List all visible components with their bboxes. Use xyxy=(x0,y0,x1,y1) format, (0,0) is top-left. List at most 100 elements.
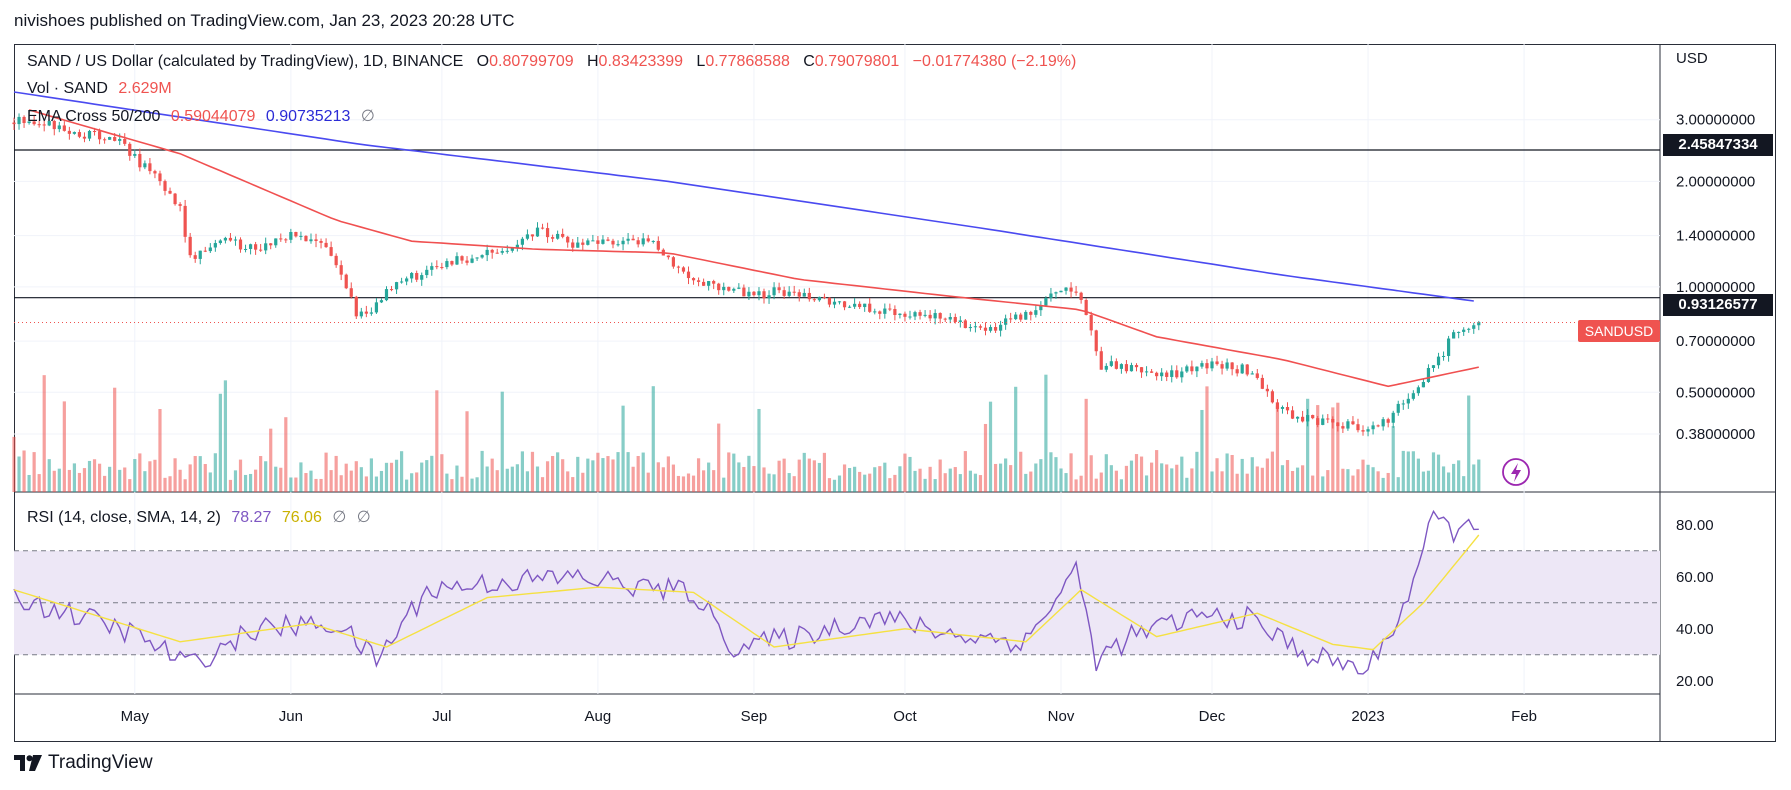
candle-body xyxy=(193,255,197,259)
open-label: O xyxy=(476,53,490,70)
volume-bar xyxy=(571,477,575,492)
candle-body xyxy=(1064,287,1068,291)
volume-bar xyxy=(1361,459,1365,492)
rsi-legend[interactable]: RSI (14, close, SMA, 14, 2) 78.27 76.06 … xyxy=(27,507,371,527)
volume-bar xyxy=(1346,469,1350,492)
volume-bar xyxy=(490,458,494,492)
volume-bar xyxy=(445,473,449,492)
candle-body xyxy=(1205,363,1209,369)
candle-body xyxy=(1155,372,1159,377)
volume-bar xyxy=(133,459,137,492)
candle-body xyxy=(1049,293,1053,299)
volume-bar xyxy=(802,452,806,492)
candle-body xyxy=(938,313,942,319)
volume-bar xyxy=(455,465,459,492)
candle-body xyxy=(118,138,122,141)
volume-bar xyxy=(108,466,112,492)
candle-body xyxy=(1074,291,1078,293)
candle-body xyxy=(183,205,187,237)
high-label: H xyxy=(586,53,599,70)
volume-bar xyxy=(601,458,605,492)
volume-bar xyxy=(47,459,51,492)
candle-body xyxy=(1255,373,1259,378)
volume-bar xyxy=(873,467,877,492)
candle-body xyxy=(571,242,575,248)
volume-bar xyxy=(1326,470,1330,492)
volume-bar xyxy=(1059,468,1063,492)
volume-bar xyxy=(415,472,419,492)
candle-body xyxy=(1180,371,1184,378)
candle-body xyxy=(1134,365,1139,368)
ema50-line xyxy=(28,109,1479,388)
hline-price-tag-1[interactable]: 2.45847334 xyxy=(1663,134,1773,156)
candle-body xyxy=(707,281,711,286)
candles xyxy=(12,113,1481,437)
volume-bar xyxy=(1472,464,1476,492)
volume-bar xyxy=(1139,456,1144,492)
candle-body xyxy=(767,295,771,299)
candle-body xyxy=(284,239,288,241)
footer-brand[interactable]: TradingView xyxy=(14,752,153,774)
ema-legend[interactable]: EMA Cross 50/200 0.59044079 0.90735213 ∅ xyxy=(27,106,375,126)
candle-body xyxy=(1391,412,1395,423)
volume-bar xyxy=(983,423,988,492)
candle-body xyxy=(339,265,343,275)
volume-bar xyxy=(163,477,167,492)
candle-body xyxy=(334,255,338,266)
candle-body xyxy=(17,116,21,125)
replay-bolt-icon xyxy=(1502,458,1530,486)
volume-bar xyxy=(1245,473,1249,492)
candle-body xyxy=(581,242,585,245)
candle-body xyxy=(873,311,877,313)
candle-body xyxy=(515,244,519,248)
candle-body xyxy=(1069,287,1073,292)
candle-body xyxy=(450,261,454,265)
volume-bar xyxy=(661,467,665,492)
volume-bar xyxy=(1144,475,1149,492)
candle-body xyxy=(973,326,978,328)
volume-bar xyxy=(485,466,489,492)
hline-price-tag-2[interactable]: 0.93126577 xyxy=(1663,294,1773,316)
volume-bar xyxy=(279,467,283,492)
candle-body xyxy=(903,313,907,317)
volume-bar xyxy=(1290,470,1295,492)
candle-body xyxy=(591,240,595,242)
symbol-name[interactable]: SAND / US Dollar (calculated by TradingV… xyxy=(27,53,464,70)
rsi-tick-label: 60.00 xyxy=(1676,569,1714,586)
candle-body xyxy=(465,260,469,263)
volume-bar xyxy=(878,466,882,492)
candle-body xyxy=(631,238,635,241)
volume-bar xyxy=(1205,386,1209,492)
volume-bar xyxy=(72,463,77,492)
volume-bar xyxy=(87,460,92,492)
candle-body xyxy=(1431,365,1436,368)
volume-bar xyxy=(128,479,132,492)
volume-bar xyxy=(868,473,872,492)
volume-legend[interactable]: Vol · SAND 2.629M xyxy=(27,80,172,98)
close-label: C xyxy=(803,53,815,70)
volume-bar xyxy=(1210,471,1214,492)
volume-bar xyxy=(1195,451,1199,492)
candle-body xyxy=(1401,403,1405,405)
volume-bar xyxy=(153,459,157,492)
volume-bar xyxy=(1457,460,1461,492)
volume-bar xyxy=(57,468,61,492)
candle-body xyxy=(1441,355,1446,357)
candle-body xyxy=(535,227,540,237)
candle-body xyxy=(1054,292,1058,294)
candle-body xyxy=(1044,298,1048,306)
candle-body xyxy=(732,288,736,291)
volume-bar xyxy=(158,409,162,492)
volume-bar xyxy=(1396,477,1400,492)
volume-bar xyxy=(1386,472,1390,492)
volume-bar xyxy=(238,459,243,492)
candle-body xyxy=(1285,407,1290,411)
candle-body xyxy=(1165,372,1169,377)
volume-bar xyxy=(168,476,172,492)
candle-body xyxy=(817,296,821,301)
volume-bar xyxy=(1467,395,1471,492)
candle-body xyxy=(822,296,827,298)
volume-bar xyxy=(1044,374,1048,492)
rsi-tick-label: 40.00 xyxy=(1676,621,1714,638)
